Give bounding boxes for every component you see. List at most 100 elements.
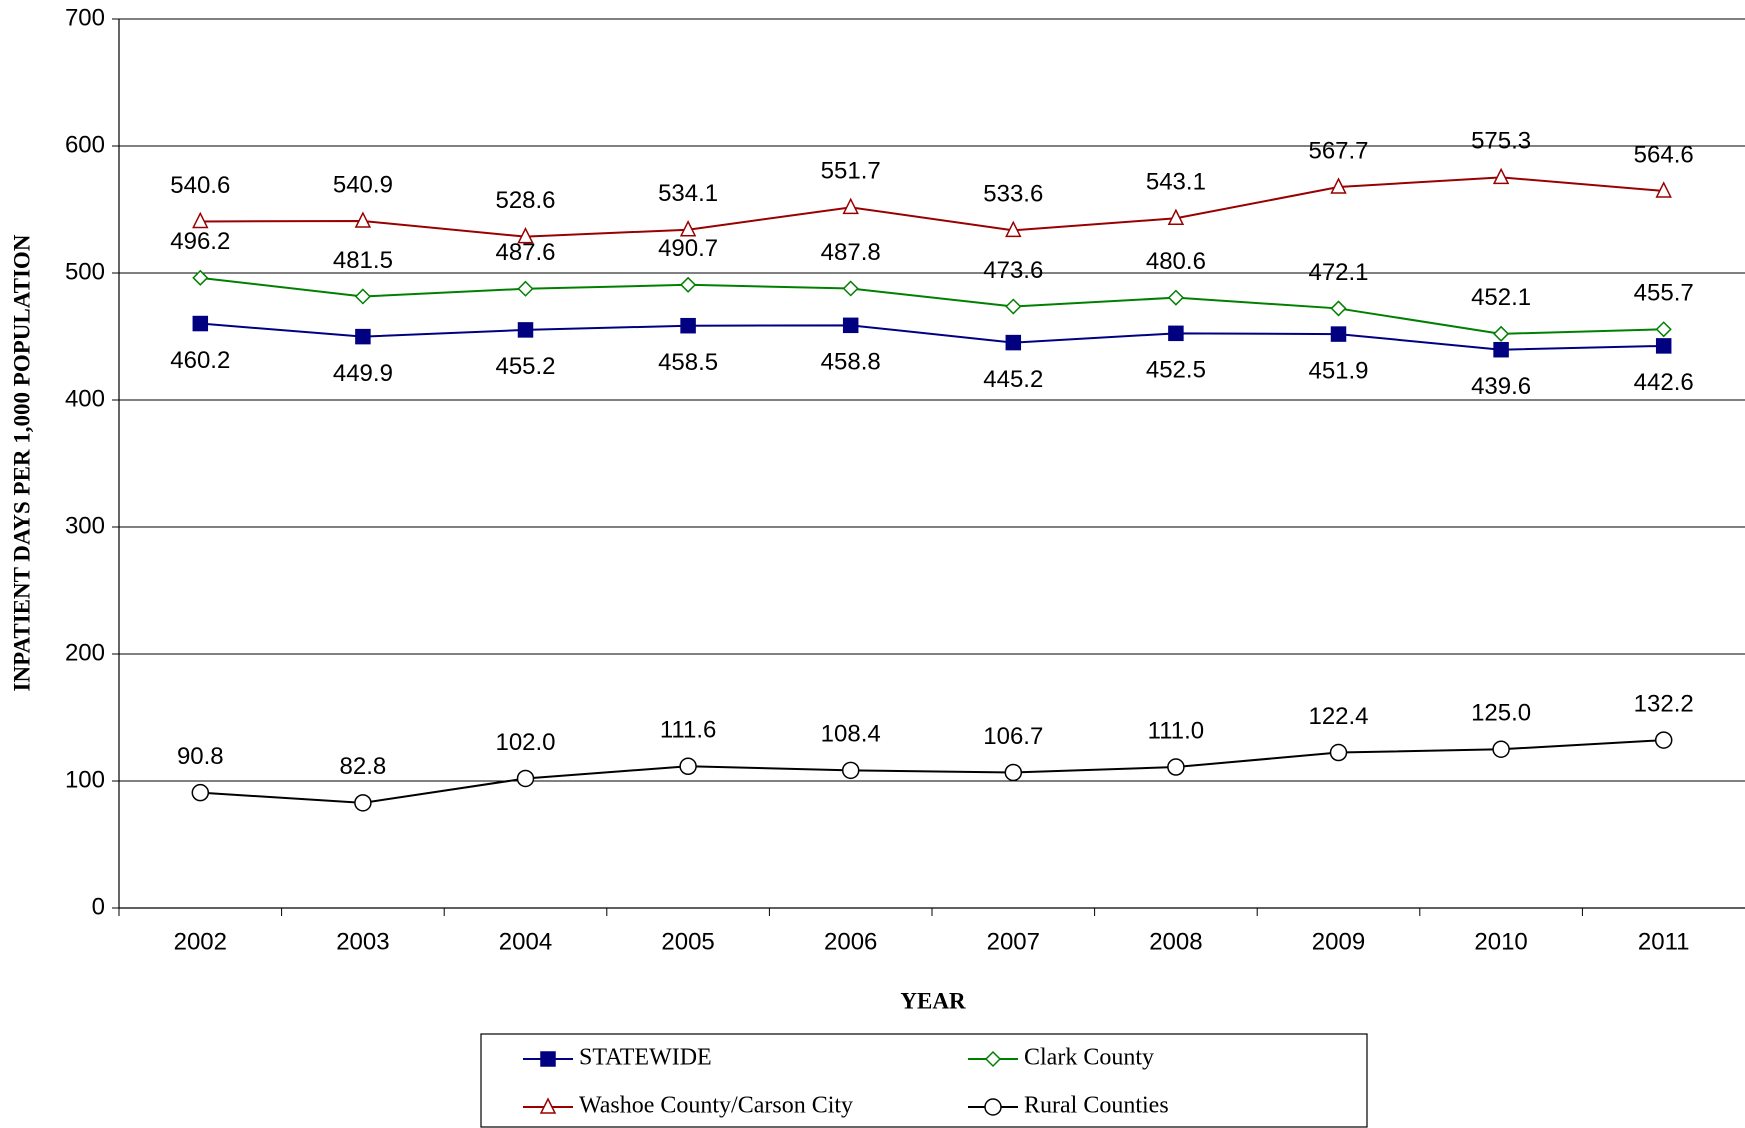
data-point — [842, 197, 859, 215]
data-label: 460.2 — [170, 347, 230, 374]
data-label: 82.8 — [340, 753, 387, 780]
data-point — [1655, 338, 1672, 354]
x-tick-label: 2004 — [499, 928, 552, 955]
data-point — [516, 769, 535, 788]
data-point — [842, 317, 859, 334]
data-label: 442.6 — [1634, 369, 1694, 396]
data-label: 496.2 — [170, 228, 230, 255]
data-point — [1492, 740, 1510, 758]
x-tick-label: 2010 — [1474, 928, 1527, 955]
data-label: 102.0 — [495, 729, 555, 756]
data-label: 439.6 — [1471, 373, 1531, 400]
data-label: 528.6 — [495, 187, 555, 214]
data-label: 458.8 — [821, 349, 881, 376]
series-line — [200, 176, 1664, 238]
series-line — [200, 322, 1664, 351]
y-tick-label: 0 — [92, 893, 105, 920]
data-point — [1330, 177, 1347, 194]
data-point — [192, 211, 209, 229]
legend-marker — [539, 1097, 557, 1114]
data-point — [517, 280, 534, 297]
data-point — [679, 757, 697, 776]
y-tick-label: 300 — [65, 512, 105, 539]
data-label: 567.7 — [1308, 137, 1368, 164]
data-point — [1655, 181, 1672, 198]
legend-marker — [540, 1051, 556, 1067]
data-label: 473.6 — [983, 257, 1043, 284]
data-point — [191, 783, 210, 802]
data-point — [1330, 326, 1347, 342]
data-point — [679, 220, 697, 237]
data-point — [192, 269, 209, 286]
data-label: 487.6 — [495, 239, 555, 266]
data-label: 490.7 — [658, 235, 718, 262]
data-point — [1329, 743, 1348, 762]
y-tick-label: 700 — [65, 4, 105, 31]
series-line — [200, 276, 1664, 335]
x-tick-label: 2009 — [1312, 928, 1365, 955]
data-label: 551.7 — [821, 158, 881, 185]
data-label: 445.2 — [983, 366, 1043, 393]
data-label: 451.9 — [1308, 357, 1368, 384]
series-line — [200, 739, 1664, 804]
legend-box — [480, 1033, 1368, 1128]
x-tick-label: 2007 — [987, 928, 1040, 955]
data-label: 564.6 — [1634, 141, 1694, 168]
legend-label: STATEWIDE — [579, 1045, 712, 1071]
data-point — [354, 794, 372, 812]
data-point — [1005, 220, 1022, 238]
data-label: 449.9 — [333, 360, 393, 387]
data-label: 575.3 — [1471, 128, 1531, 155]
legend-marker — [984, 1098, 1002, 1116]
legend-marker — [984, 1050, 1002, 1068]
data-label: 480.6 — [1146, 248, 1206, 275]
data-point — [680, 276, 697, 293]
data-label: 111.6 — [660, 717, 717, 744]
y-tick-label: 400 — [65, 385, 105, 412]
data-label: 125.0 — [1471, 700, 1531, 727]
x-tick-label: 2011 — [1638, 928, 1690, 955]
y-tick-label: 600 — [65, 131, 105, 158]
data-label: 452.1 — [1471, 284, 1531, 311]
data-label: 540.9 — [333, 171, 393, 198]
data-point — [1167, 758, 1185, 776]
data-point — [1493, 341, 1509, 358]
legend-label: Washoe County/Carson City — [579, 1093, 853, 1119]
y-tick-label: 500 — [65, 258, 105, 285]
x-tick-label: 2006 — [824, 928, 877, 955]
data-label: 481.5 — [333, 247, 393, 274]
data-point — [192, 315, 209, 332]
data-label: 111.0 — [1148, 717, 1205, 744]
data-point — [1655, 321, 1672, 338]
data-label: 452.5 — [1146, 357, 1206, 384]
data-point — [517, 227, 534, 244]
data-point — [1004, 763, 1023, 782]
y-tick-label: 200 — [65, 639, 105, 666]
x-tick-label: 2005 — [661, 928, 714, 955]
data-point — [517, 322, 534, 338]
data-point — [354, 288, 371, 305]
data-point — [1167, 208, 1185, 226]
data-point — [1492, 167, 1510, 185]
data-label: 90.8 — [177, 743, 224, 770]
x-axis-title: YEAR — [900, 988, 966, 1013]
data-label: 533.6 — [983, 181, 1043, 208]
data-point — [1167, 289, 1184, 306]
data-label: 458.5 — [658, 349, 718, 376]
data-point — [1654, 731, 1673, 749]
data-label: 472.1 — [1308, 259, 1368, 286]
data-point — [1005, 334, 1022, 351]
data-label: 132.2 — [1634, 690, 1694, 717]
data-point — [1493, 325, 1510, 342]
data-label: 106.7 — [983, 723, 1043, 750]
data-point — [1168, 325, 1184, 342]
data-label: 540.6 — [170, 172, 230, 199]
data-point — [354, 211, 372, 228]
y-axis-title: INPATIENT DAYS PER 1,000 POPULATION — [9, 234, 34, 691]
x-tick-label: 2003 — [336, 928, 389, 955]
data-label: 487.8 — [821, 239, 881, 266]
x-tick-label: 2008 — [1149, 928, 1202, 955]
data-label: 122.4 — [1308, 703, 1368, 730]
x-tick-label: 2002 — [174, 928, 227, 955]
